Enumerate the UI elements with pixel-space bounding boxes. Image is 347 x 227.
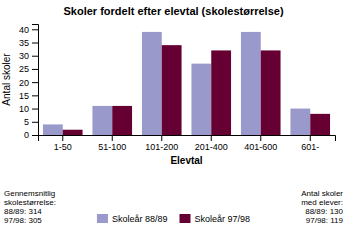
annotation-line: skolestørrelse:: [4, 198, 56, 207]
bar: [310, 114, 330, 135]
annotation-line: 97/98: 119: [306, 216, 344, 225]
y-tick-label: 30: [19, 51, 29, 61]
annotation-line: Antal skoler: [301, 189, 343, 198]
bar: [43, 124, 63, 135]
x-tick-label: 201-400: [195, 142, 228, 152]
bar: [261, 50, 281, 135]
y-tick-label: 20: [19, 78, 29, 88]
x-tick-mark: [260, 135, 261, 141]
bar: [241, 32, 261, 135]
x-tick: 101-200: [145, 135, 178, 152]
y-tick-label: 0: [24, 130, 29, 140]
x-tick-mark: [112, 135, 113, 141]
y-tick-label: 15: [19, 91, 29, 101]
annotation-line: med elever:: [301, 198, 343, 207]
y-tick: 30: [19, 51, 38, 61]
x-tick-mark: [310, 135, 311, 141]
y-tick-mark: [32, 135, 38, 136]
bars: [43, 32, 330, 135]
y-axis-line: [32, 25, 39, 136]
y-tick-label: 10: [19, 104, 29, 114]
x-tick-mark: [62, 135, 63, 141]
y-tick: 25: [19, 64, 38, 74]
y-tick: 0: [24, 130, 38, 140]
x-tick: 1-50: [54, 135, 72, 152]
y-tick: 10: [19, 104, 38, 114]
y-tick-label: 40: [19, 25, 29, 35]
bar: [290, 109, 310, 135]
bar: [211, 50, 231, 135]
legend-label: Skoleår 97/98: [195, 214, 251, 224]
y-tick: 5: [24, 117, 38, 127]
legend: Skoleår 88/89 Skoleår 97/98: [97, 214, 250, 224]
bar: [112, 106, 132, 135]
y-tick-label: 35: [19, 38, 29, 48]
x-tick: 401-600: [244, 135, 277, 152]
y-tick: 35: [19, 38, 38, 48]
y-axis: 0 5 10 15 20 25 30 35 40: [19, 25, 39, 141]
legend-label: Skoleår 88/89: [112, 214, 168, 224]
y-tick-mark: [32, 82, 38, 83]
y-tick-label: 25: [19, 64, 29, 74]
x-axis-line: [39, 136, 336, 142]
chart: Skoler fordelt efter elevtal (skolestørr…: [0, 0, 347, 227]
annotation-line: 88/89: 314: [4, 207, 42, 216]
y-tick-mark: [32, 56, 38, 57]
y-tick-mark: [32, 122, 38, 123]
bar: [162, 45, 182, 135]
y-tick-mark: [32, 109, 38, 110]
x-tick-label: 401-600: [244, 142, 277, 152]
series: [63, 45, 330, 135]
bar: [142, 32, 162, 135]
y-tick-mark: [32, 29, 38, 30]
x-tick-label: 51-100: [98, 142, 126, 152]
legend-item: Skoleår 97/98: [180, 214, 251, 224]
y-tick-mark: [32, 95, 38, 96]
y-tick-mark: [32, 43, 38, 44]
x-tick-label: 601-: [301, 142, 319, 152]
bar: [92, 106, 112, 135]
x-tick: 201-400: [195, 135, 228, 152]
plot: 0 5 10 15 20 25 30 35 40 1-50 51-100 101-200 201-400…: [19, 25, 336, 153]
legend-swatch: [97, 214, 108, 223]
y-axis-title: Antal skoler: [1, 53, 12, 106]
annotation: Antal skolermed elever:88/89: 13097/98: …: [301, 189, 343, 225]
x-axis-title: Elevtal: [170, 155, 202, 166]
x-axis: 1-50 51-100 101-200 201-400 401-600 601-: [39, 135, 336, 152]
legend-swatch: [180, 214, 191, 223]
bar: [63, 130, 83, 135]
x-tick-mark: [211, 135, 212, 141]
y-tick: 20: [19, 78, 38, 88]
bar: [191, 64, 211, 135]
y-tick-mark: [32, 69, 38, 70]
annotation-line: 88/89: 130: [305, 207, 343, 216]
x-tick: 601-: [301, 135, 319, 152]
y-tick-label: 5: [24, 117, 29, 127]
x-tick: 51-100: [98, 135, 126, 152]
y-tick: 15: [19, 91, 38, 101]
series: [43, 32, 310, 135]
annotation-line: 97/98: 305: [4, 216, 42, 225]
x-tick-mark: [161, 135, 162, 141]
y-tick: 40: [19, 25, 38, 35]
x-tick-label: 101-200: [145, 142, 178, 152]
x-tick-label: 1-50: [54, 142, 72, 152]
annotation: Gennemsnitligskolestørrelse:88/89: 31497…: [4, 189, 56, 225]
legend-item: Skoleår 88/89: [97, 214, 168, 224]
title: Skoler fordelt efter elevtal (skolestørr…: [63, 5, 283, 17]
annotation-line: Gennemsnitlig: [4, 189, 55, 198]
